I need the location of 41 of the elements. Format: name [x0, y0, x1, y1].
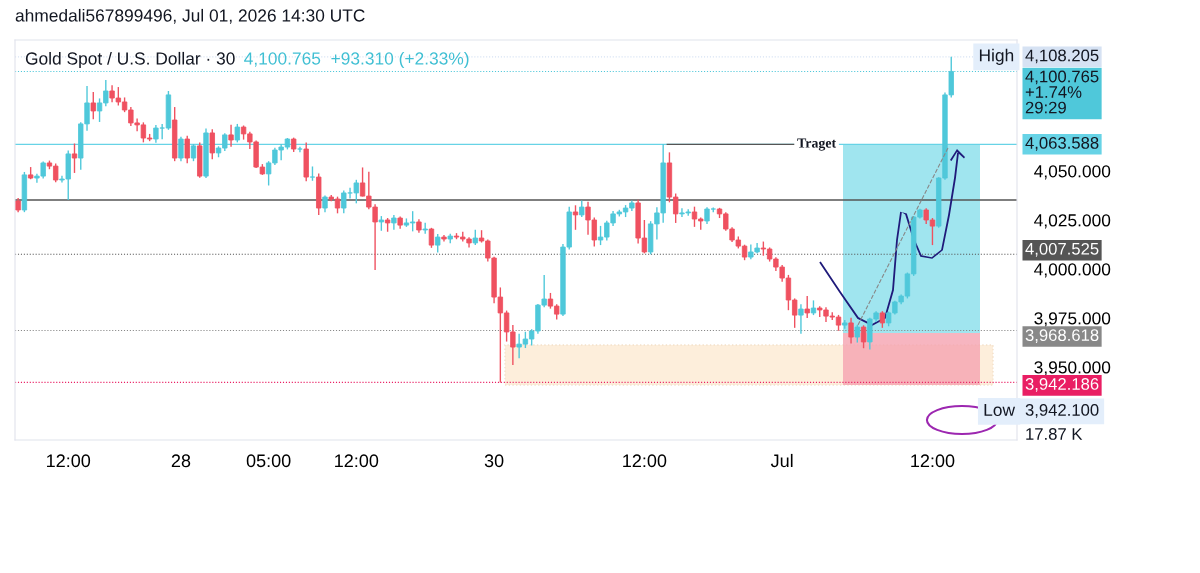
y-tick-label: 4,000.000	[1034, 263, 1111, 278]
ref-line-label: 4,100.765 +1.74% 29:29	[1025, 70, 1099, 114]
x-tick-label: Jul	[770, 453, 793, 468]
x-tick-label: 28	[171, 454, 191, 468]
candlestick	[572, 204, 579, 231]
text: 17.87 K	[1026, 428, 1083, 440]
x-tick-label: 12:00	[911, 454, 955, 468]
x-tick-label: 30	[484, 454, 504, 468]
candlestick	[90, 91, 96, 120]
candlestick	[804, 295, 810, 319]
candlestick	[860, 324, 867, 349]
x-tick-label: 12:00	[335, 454, 379, 468]
text: Gold Spot / U.S. Dollar · 30	[25, 51, 235, 69]
ref-line-label: 3,942.186	[1025, 378, 1099, 392]
candlestick	[435, 233, 441, 254]
x-tick-label: 12:00	[623, 454, 667, 468]
candlestick	[798, 303, 804, 335]
ref-line-label: 4,063.588	[1025, 137, 1099, 151]
text: Low	[984, 403, 1016, 417]
ref-line-label: 3,968.618	[1025, 329, 1099, 343]
candlestick	[848, 316, 854, 345]
candlestick	[184, 134, 190, 164]
ref-line-label: 4,108.205	[1025, 49, 1099, 64]
y-tick-label: 4,050.000	[1034, 165, 1111, 180]
ref-line-label: 4,007.525	[1025, 242, 1099, 257]
candlestick	[228, 124, 234, 148]
text: ahmedali567899496, Jul 01, 2026 14:30 UTC	[15, 8, 365, 24]
y-tick-label: 3,950.000	[1034, 361, 1111, 376]
annotation: High	[979, 48, 1014, 65]
y-tick-label: 4,025.000	[1034, 214, 1111, 229]
candlestick	[422, 222, 428, 235]
annotation: Traget	[797, 138, 837, 151]
text: 3,942.100	[1025, 404, 1099, 418]
x-tick-label: 05:00	[246, 454, 291, 468]
candlestick	[234, 123, 240, 144]
x-tick-label: 12:00	[47, 454, 91, 468]
candlestick	[71, 142, 78, 174]
candlestick	[178, 135, 184, 162]
candlestick	[209, 128, 215, 160]
text: 4,100.765 +93.310 (+2.33%)	[244, 51, 469, 69]
y-tick-label: 3,975.000	[1034, 312, 1111, 327]
